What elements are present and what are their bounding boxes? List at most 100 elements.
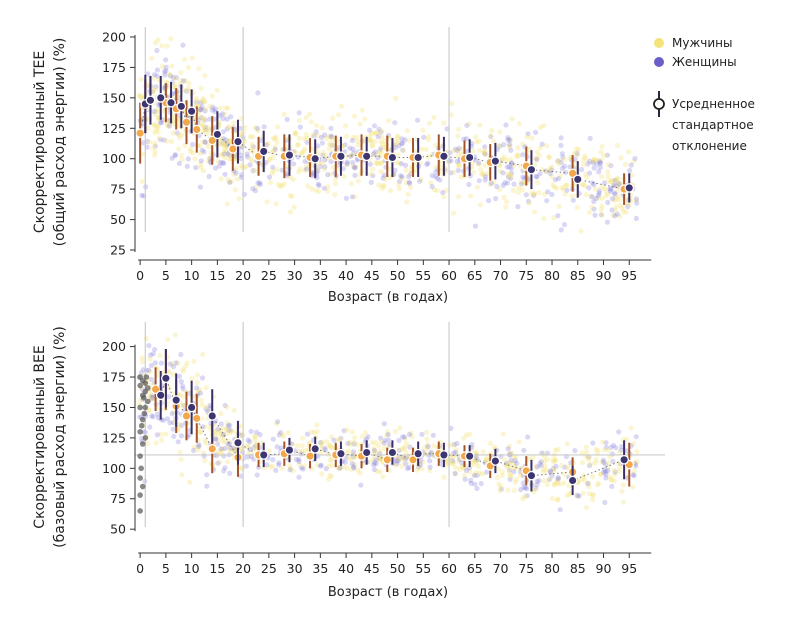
women-point <box>486 198 492 204</box>
women-point <box>171 433 177 439</box>
men-point <box>601 447 607 453</box>
men-point <box>225 445 232 451</box>
women-point <box>546 477 552 483</box>
men-point <box>534 156 540 162</box>
men-point <box>556 203 562 209</box>
men-point <box>569 193 575 199</box>
women-point <box>459 460 465 466</box>
women-point <box>202 108 208 114</box>
men-point <box>249 158 255 164</box>
women-point <box>220 160 226 166</box>
men-point <box>379 144 385 150</box>
women-point <box>534 156 540 162</box>
men-point <box>202 424 208 430</box>
men-point <box>402 436 408 442</box>
women-point <box>186 432 192 438</box>
women-point <box>597 160 603 166</box>
women-point <box>147 352 154 358</box>
men-point <box>506 143 512 149</box>
women-point <box>371 123 378 129</box>
men-point <box>407 172 413 178</box>
men-point <box>200 168 206 174</box>
women-point <box>444 126 450 132</box>
women-point <box>534 464 540 470</box>
men-point <box>631 158 637 164</box>
men-point <box>516 121 523 127</box>
women-point <box>202 139 208 145</box>
men-point <box>551 482 557 488</box>
men-point <box>202 73 208 79</box>
women-point <box>145 71 151 77</box>
women-point <box>632 155 638 162</box>
men-point <box>328 444 334 450</box>
men-point <box>212 432 218 439</box>
women-point <box>218 446 224 452</box>
men-point <box>515 189 521 195</box>
women-point <box>522 485 529 491</box>
men-point <box>348 181 354 187</box>
women-point <box>256 464 262 470</box>
infant-point-18 <box>145 385 151 391</box>
men-point <box>325 184 331 190</box>
men-point <box>617 213 623 219</box>
men-point <box>227 138 233 144</box>
women-point <box>552 177 559 183</box>
women-point <box>191 447 197 454</box>
men-point <box>419 146 425 152</box>
women-point <box>225 423 231 429</box>
women-point <box>590 160 596 166</box>
men-point <box>352 194 358 200</box>
men-point <box>155 372 161 378</box>
men-point <box>380 474 386 480</box>
men-point <box>431 443 437 449</box>
women-point <box>558 227 564 233</box>
women-point <box>178 422 184 428</box>
men-point <box>573 146 580 152</box>
y-tick-label-6: 200 <box>102 339 126 354</box>
women-point <box>276 460 282 466</box>
men-point <box>600 439 606 445</box>
men-point <box>418 176 424 182</box>
men-point <box>544 143 550 149</box>
women-point <box>150 351 156 357</box>
women-point <box>482 151 488 157</box>
women-point <box>560 154 566 160</box>
women-mean-marker-6 <box>212 129 223 140</box>
men-point <box>497 168 503 174</box>
women-point <box>590 440 596 446</box>
men-point <box>589 204 595 210</box>
men-point <box>153 107 160 113</box>
men-point <box>372 448 378 454</box>
men-point <box>473 134 479 140</box>
women-point <box>633 215 640 222</box>
women-point <box>367 161 373 167</box>
women-point <box>572 448 578 454</box>
men-point <box>163 431 169 437</box>
women-point <box>520 152 526 158</box>
women-point <box>561 222 568 228</box>
men-point <box>336 436 342 442</box>
men-point <box>394 134 400 140</box>
women-point <box>344 159 350 165</box>
men-point <box>584 449 590 455</box>
women-point <box>203 406 209 412</box>
men-point <box>490 138 497 144</box>
men-point <box>473 469 479 475</box>
men-point <box>178 69 184 76</box>
women-point <box>555 213 561 219</box>
women-point <box>394 457 400 463</box>
women-point <box>596 188 603 194</box>
women-point <box>322 164 328 170</box>
women-point <box>609 196 616 202</box>
women-point <box>328 133 334 140</box>
men-point <box>481 172 487 178</box>
men-point <box>599 203 605 209</box>
men-point <box>176 135 183 141</box>
women-point <box>603 471 609 477</box>
men-point <box>224 425 230 431</box>
women-point <box>382 437 388 443</box>
men-point <box>370 166 376 172</box>
men-point <box>471 169 477 176</box>
x-tick-label-1: 5 <box>162 268 170 283</box>
x-tick-label-5: 25 <box>261 561 277 576</box>
